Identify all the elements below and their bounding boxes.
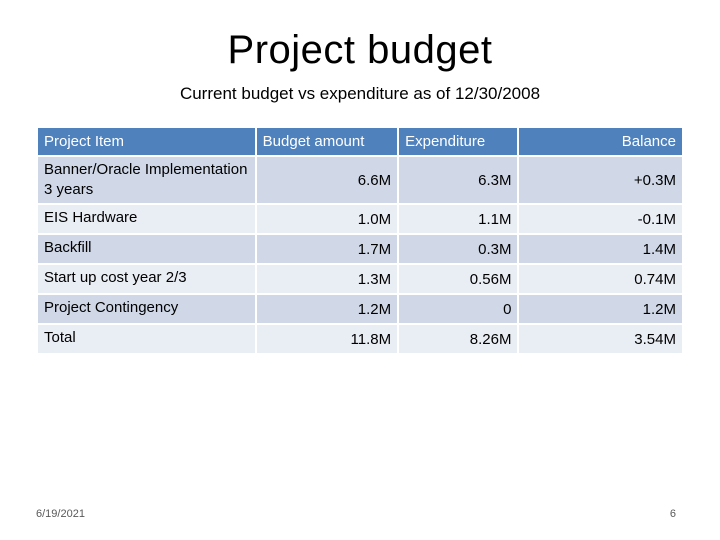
header-expenditure: Expenditure bbox=[399, 128, 518, 155]
cell-project-item: Start up cost year 2/3 bbox=[38, 265, 255, 293]
slide-title: Project budget bbox=[227, 28, 493, 72]
header-balance: Balance bbox=[519, 128, 682, 155]
page-number: 6 bbox=[669, 508, 676, 520]
cell-budget-amount: 1.3M bbox=[256, 265, 398, 293]
table-header-row: Project Item Budget amount Expenditure B… bbox=[38, 128, 682, 155]
cell-balance: 3.54M bbox=[519, 325, 682, 353]
cell-budget-amount: 6.6M bbox=[256, 157, 398, 203]
cell-balance: -0.1M bbox=[519, 205, 682, 233]
cell-balance: 1.4M bbox=[519, 235, 682, 263]
cell-expenditure: 1.1M bbox=[399, 205, 518, 233]
cell-project-item: Total bbox=[38, 325, 255, 353]
cell-expenditure: 0 bbox=[399, 295, 518, 323]
cell-expenditure: 8.26M bbox=[399, 325, 518, 353]
cell-project-item: Backfill bbox=[38, 235, 255, 263]
budget-table: Project Item Budget amount Expenditure B… bbox=[36, 126, 684, 355]
table-row: Backfill 1.7M 0.3M 1.4M bbox=[38, 235, 682, 263]
table-row: Start up cost year 2/3 1.3M 0.56M 0.74M bbox=[38, 265, 682, 293]
header-budget-amount: Budget amount bbox=[256, 128, 398, 155]
footer-date: 6/19/2021 bbox=[36, 508, 85, 520]
cell-balance: 1.2M bbox=[519, 295, 682, 323]
cell-budget-amount: 1.0M bbox=[256, 205, 398, 233]
cell-project-item: Banner/Oracle Implementation 3 years bbox=[38, 157, 255, 203]
cell-budget-amount: 1.7M bbox=[256, 235, 398, 263]
cell-project-item: EIS Hardware bbox=[38, 205, 255, 233]
cell-expenditure: 0.3M bbox=[399, 235, 518, 263]
slide-subtitle: Current budget vs expenditure as of 12/3… bbox=[179, 84, 541, 103]
cell-project-item: Project Contingency bbox=[38, 295, 255, 323]
cell-expenditure: 0.56M bbox=[399, 265, 518, 293]
cell-budget-amount: 1.2M bbox=[256, 295, 398, 323]
header-project-item: Project Item bbox=[38, 128, 255, 155]
cell-balance: 0.74M bbox=[519, 265, 682, 293]
table-row: Project Contingency 1.2M 0 1.2M bbox=[38, 295, 682, 323]
table-row: Banner/Oracle Implementation 3 years 6.6… bbox=[38, 157, 682, 203]
cell-budget-amount: 11.8M bbox=[256, 325, 398, 353]
table-row: EIS Hardware 1.0M 1.1M -0.1M bbox=[38, 205, 682, 233]
cell-balance: +0.3M bbox=[519, 157, 682, 203]
table-row-total: Total 11.8M 8.26M 3.54M bbox=[38, 325, 682, 353]
cell-expenditure: 6.3M bbox=[399, 157, 518, 203]
